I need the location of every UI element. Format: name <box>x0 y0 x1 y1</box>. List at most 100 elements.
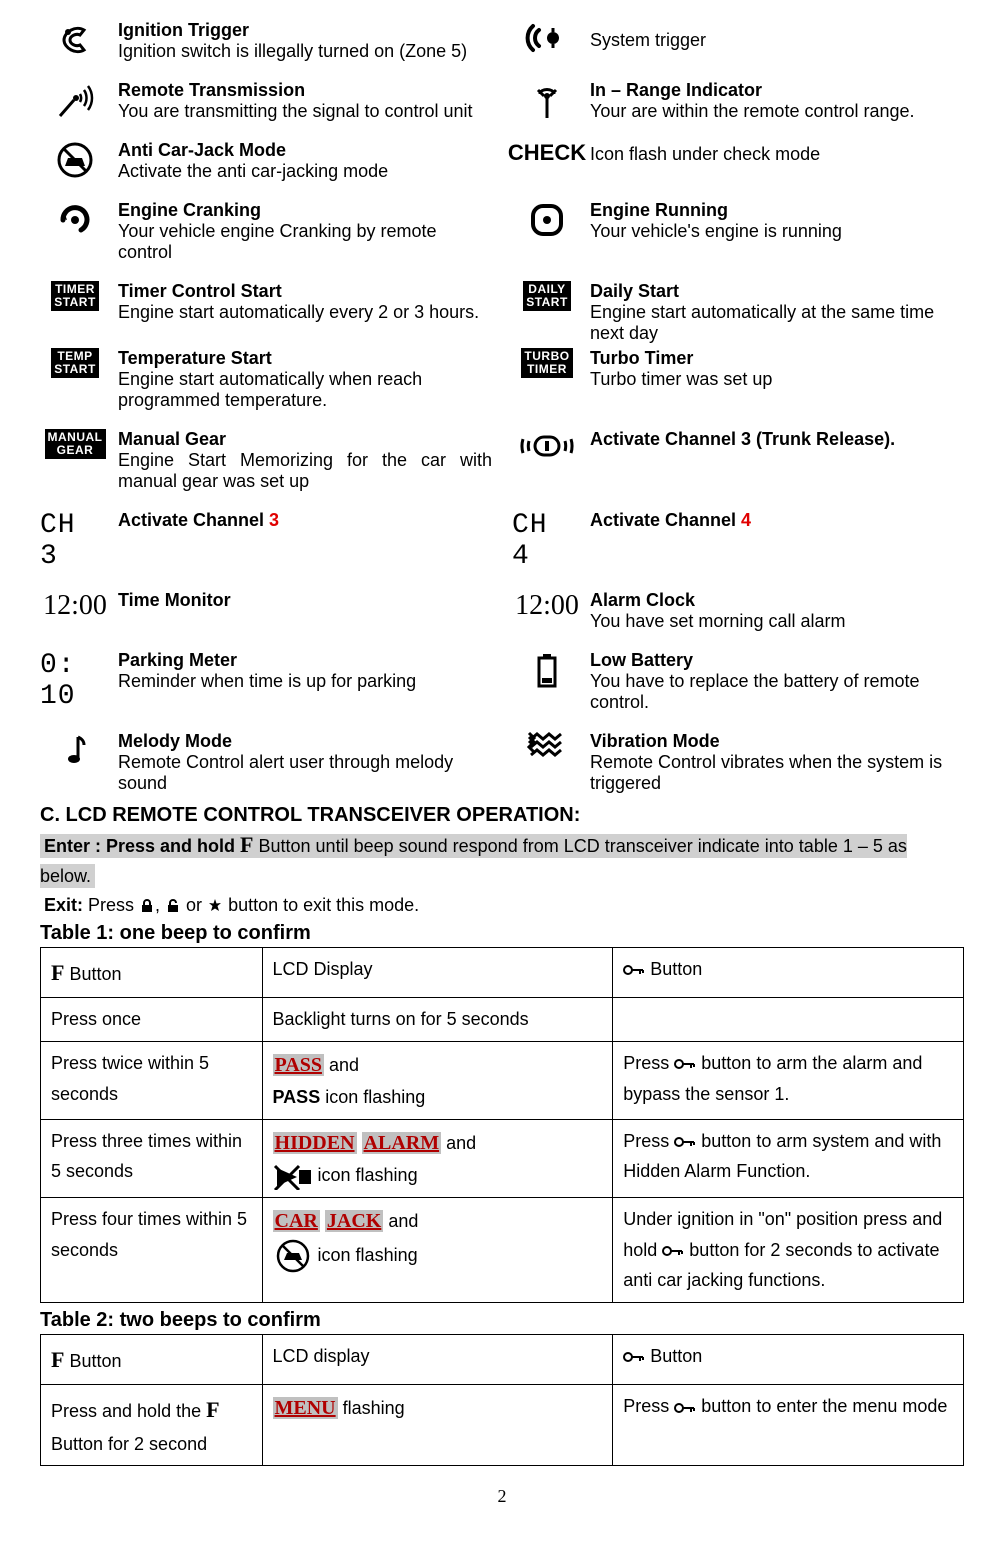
table-row: F Button LCD Display Button <box>41 947 964 997</box>
legend-item-check: CHECK Icon flash under check mode <box>512 140 964 182</box>
legend-item-alarmclock: 12:00 Alarm Clock You have set morning c… <box>512 590 964 632</box>
engine-running-icon <box>512 200 582 240</box>
legend-item-lowbat: Low Battery You have to replace the batt… <box>512 650 964 713</box>
table1: F Button LCD Display Button Press once B… <box>40 947 964 1303</box>
lowbat-title: Low Battery <box>590 650 964 671</box>
key-icon <box>623 1346 645 1366</box>
key-icon <box>674 1396 696 1416</box>
alarmclock-title: Alarm Clock <box>590 590 964 611</box>
tempstart-title: Temperature Start <box>118 348 492 369</box>
trunk-title: Activate Channel 3 (Trunk Release). <box>590 429 964 450</box>
hidden-alarm-icon <box>273 1166 313 1186</box>
table2-h1: F Button <box>41 1334 263 1384</box>
ch3-icon: CH 3 <box>40 510 110 572</box>
daily-start-icon: DAILY START <box>512 281 582 321</box>
ignition-body: Ignition switch is illegally turned on (… <box>118 41 492 62</box>
remote-transmission-icon <box>40 80 110 122</box>
running-body: Your vehicle's engine is running <box>590 221 964 242</box>
cranking-title: Engine Cranking <box>118 200 492 221</box>
legend-item-vibration: Vibration Mode Remote Control vibrates w… <box>512 731 964 794</box>
melody-title: Melody Mode <box>118 731 492 752</box>
legend-item-running: Engine Running Your vehicle's engine is … <box>512 200 964 263</box>
check-icon: CHECK <box>512 140 582 180</box>
daily-title: Daily Start <box>590 281 964 302</box>
time-title: Time Monitor <box>118 590 492 611</box>
table-row: Press three times within 5 seconds HIDDE… <box>41 1119 964 1198</box>
timer-start-icon: TIMER START <box>40 281 110 321</box>
vibration-title: Vibration Mode <box>590 731 964 752</box>
turbo-title: Turbo Timer <box>590 348 964 369</box>
manualgear-title: Manual Gear <box>118 429 492 450</box>
table-row: Press once Backlight turns on for 5 seco… <box>41 998 964 1042</box>
lock-open-icon <box>165 895 181 915</box>
in-range-icon <box>512 80 582 120</box>
melody-body: Remote Control alert user through melody… <box>118 752 492 794</box>
manualgear-body: Engine Start Memorizing for the car with… <box>118 450 492 492</box>
legend-item-melody: Melody Mode Remote Control alert user th… <box>40 731 492 794</box>
enter-instruction: Enter : Press and hold F Button until be… <box>40 827 964 891</box>
key-icon <box>662 1240 684 1260</box>
system-trigger-icon <box>512 20 582 60</box>
table-row: Press twice within 5 seconds PASS andPAS… <box>41 1041 964 1119</box>
table-row: Press four times within 5 seconds CAR JA… <box>41 1198 964 1303</box>
key-icon <box>674 1053 696 1073</box>
turbo-body: Turbo timer was set up <box>590 369 964 390</box>
temp-start-icon: TEMP START <box>40 348 110 388</box>
ch3-title: Activate Channel 3 <box>118 510 492 531</box>
table1-title: Table 1: one beep to confirm <box>40 922 964 945</box>
table1-h3: Button <box>613 947 964 997</box>
table2-title: Table 2: two beeps to confirm <box>40 1309 964 1332</box>
inrange-title: In – Range Indicator <box>590 80 964 101</box>
exit-instruction: Exit: Press , or button to exit this mod… <box>40 895 964 916</box>
legend-item-ch3: CH 3 Activate Channel 3 <box>40 510 492 572</box>
remote-title: Remote Transmission <box>118 80 492 101</box>
table-row: Press and hold the F Button for 2 second… <box>41 1385 964 1466</box>
melody-icon <box>40 731 110 771</box>
systrig-body: System trigger <box>590 20 964 51</box>
table1-h1: F Button <box>41 947 263 997</box>
key-icon <box>623 959 645 979</box>
legend-item-carjack: Anti Car-Jack Mode Activate the anti car… <box>40 140 492 182</box>
timerstart-body: Engine start automatically every 2 or 3 … <box>118 302 492 323</box>
vibration-body: Remote Control vibrates when the system … <box>590 752 964 794</box>
lock-closed-icon <box>139 895 155 915</box>
parking-body: Reminder when time is up for parking <box>118 671 492 692</box>
legend-item-time: 12:00 Time Monitor <box>40 590 492 632</box>
ch4-title: Activate Channel 4 <box>590 510 964 531</box>
table1-h2: LCD Display <box>262 947 613 997</box>
inrange-body: Your are within the remote control range… <box>590 101 964 122</box>
remote-body: You are transmitting the signal to contr… <box>118 101 492 122</box>
manual-gear-icon: MANUAL GEAR <box>40 429 110 469</box>
legend-item-trunk: Activate Channel 3 (Trunk Release). <box>512 429 964 492</box>
legend-item-timerstart: TIMER START Timer Control Start Engine s… <box>40 281 492 344</box>
tempstart-body: Engine start automatically when reach pr… <box>118 369 492 411</box>
ch4-icon: CH 4 <box>512 510 582 572</box>
alarmclock-body: You have set morning call alarm <box>590 611 964 632</box>
time-icon: 12:00 <box>40 590 110 630</box>
carjack-body: Activate the anti car-jacking mode <box>118 161 492 182</box>
legend-item-cranking: Engine Cranking Your vehicle engine Cran… <box>40 200 492 263</box>
running-title: Engine Running <box>590 200 964 221</box>
parking-title: Parking Meter <box>118 650 492 671</box>
cranking-body: Your vehicle engine Cranking by remote c… <box>118 221 492 263</box>
engine-cranking-icon <box>40 200 110 240</box>
legend-item-remote: Remote Transmission You are transmitting… <box>40 80 492 122</box>
table2-h2: LCD display <box>262 1334 613 1384</box>
star-icon <box>207 895 223 915</box>
check-body: Icon flash under check mode <box>590 140 964 165</box>
legend-item-turbo: TURBO TIMER Turbo Timer Turbo timer was … <box>512 348 964 411</box>
ignition-title: Ignition Trigger <box>118 20 492 41</box>
lowbat-body: You have to replace the battery of remot… <box>590 671 964 713</box>
legend-item-ignition: Ignition Trigger Ignition switch is ille… <box>40 20 492 62</box>
legend-item-daily: DAILY START Daily Start Engine start aut… <box>512 281 964 344</box>
legend-item-systrig: System trigger <box>512 20 964 62</box>
key-icon <box>674 1131 696 1151</box>
turbo-timer-icon: TURBO TIMER <box>512 348 582 388</box>
timerstart-title: Timer Control Start <box>118 281 492 302</box>
legend-item-manualgear: MANUAL GEAR Manual Gear Engine Start Mem… <box>40 429 492 492</box>
legend-item-inrange: In – Range Indicator Your are within the… <box>512 80 964 122</box>
table-row: F Button LCD display Button <box>41 1334 964 1384</box>
parking-meter-icon: 0: 10 <box>40 650 110 712</box>
daily-body: Engine start automatically at the same t… <box>590 302 964 344</box>
carjack-table-icon <box>273 1245 313 1265</box>
